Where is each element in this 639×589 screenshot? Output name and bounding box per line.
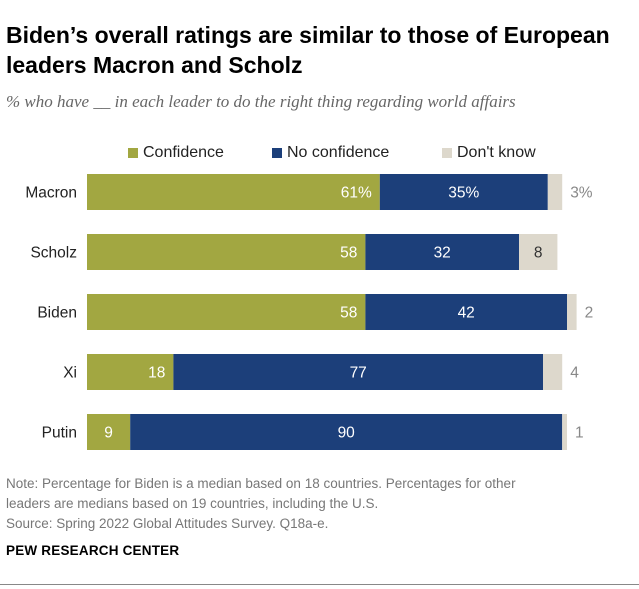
chart-subtitle: % who have __ in each leader to do the r… — [6, 92, 516, 111]
legend-item-no-confidence: No confidence — [272, 144, 389, 162]
data-label-putin-no-confidence: 90 — [338, 425, 356, 442]
note-line-2: leaders are medians based on 19 countrie… — [6, 496, 379, 511]
data-label-scholz-no-confidence: 32 — [434, 245, 451, 262]
data-label-biden-no-confidence: 42 — [458, 305, 475, 322]
legend-label-no-confidence: No confidence — [287, 144, 390, 161]
category-label-xi: Xi — [63, 365, 77, 382]
legend-label-dont-know: Don't know — [457, 144, 536, 161]
brand-label: PEW RESEARCH CENTER — [6, 543, 180, 558]
bar-biden-no-confidence — [365, 294, 567, 330]
bar-biden-dont-know — [567, 294, 577, 330]
bar-xi-no-confidence — [173, 354, 543, 390]
data-label-xi-no-confidence: 77 — [350, 365, 367, 382]
bottom-rule — [0, 584, 639, 585]
data-label-scholz-dont-know: 8 — [534, 245, 543, 262]
category-label-biden: Biden — [37, 305, 77, 322]
bar-macron-no-confidence — [379, 174, 548, 210]
bar-scholz-dont-know — [519, 234, 558, 270]
legend-swatch-confidence — [128, 148, 138, 158]
data-label-macron-no-confidence: 35% — [448, 185, 479, 202]
legend-item-dont-know: Don't know — [442, 144, 536, 162]
data-label-xi-confidence: 18 — [148, 365, 165, 382]
bar-putin-dont-know — [562, 414, 567, 450]
data-label-biden-dont-know: 2 — [585, 305, 594, 322]
bar-macron-dont-know — [547, 174, 563, 210]
data-label-macron-dont-know: 3% — [570, 185, 593, 202]
bar-xi-confidence — [87, 354, 174, 390]
legend-item-confidence: Confidence — [128, 144, 224, 162]
bar-putin-no-confidence — [130, 414, 563, 450]
source-line: Source: Spring 2022 Global Attitudes Sur… — [6, 516, 329, 531]
note-line-1: Note: Percentage for Biden is a median b… — [6, 476, 516, 491]
bar-xi-dont-know — [543, 354, 563, 390]
category-label-macron: Macron — [25, 185, 77, 202]
bar-scholz-confidence — [87, 234, 366, 270]
legend-swatch-no-confidence — [272, 148, 282, 158]
legend: Confidence No confidence Don't know — [0, 144, 639, 164]
legend-swatch-dont-know — [442, 148, 452, 158]
bar-scholz-no-confidence — [365, 234, 519, 270]
bar-putin-confidence — [87, 414, 131, 450]
data-label-putin-confidence: 9 — [104, 425, 113, 442]
category-label-scholz: Scholz — [30, 245, 77, 262]
data-label-macron-confidence: 61% — [341, 185, 372, 202]
chart-title: Biden’s overall ratings are similar to t… — [6, 22, 610, 78]
data-label-putin-dont-know: 1 — [575, 425, 584, 442]
bar-biden-confidence — [87, 294, 366, 330]
data-label-biden-confidence: 58 — [340, 305, 357, 322]
legend-label-confidence: Confidence — [143, 144, 224, 161]
data-label-xi-dont-know: 4 — [570, 365, 579, 382]
stacked-bar-chart: Macron 61% 35% 3% Scholz 58 32 8 Biden 58 42 2 Xi 18 7… — [25, 174, 594, 450]
category-label-putin: Putin — [42, 425, 77, 442]
data-label-scholz-confidence: 58 — [340, 245, 357, 262]
chart-note: Note: Percentage for Biden is a median b… — [6, 474, 631, 534]
bar-macron-confidence — [87, 174, 380, 210]
